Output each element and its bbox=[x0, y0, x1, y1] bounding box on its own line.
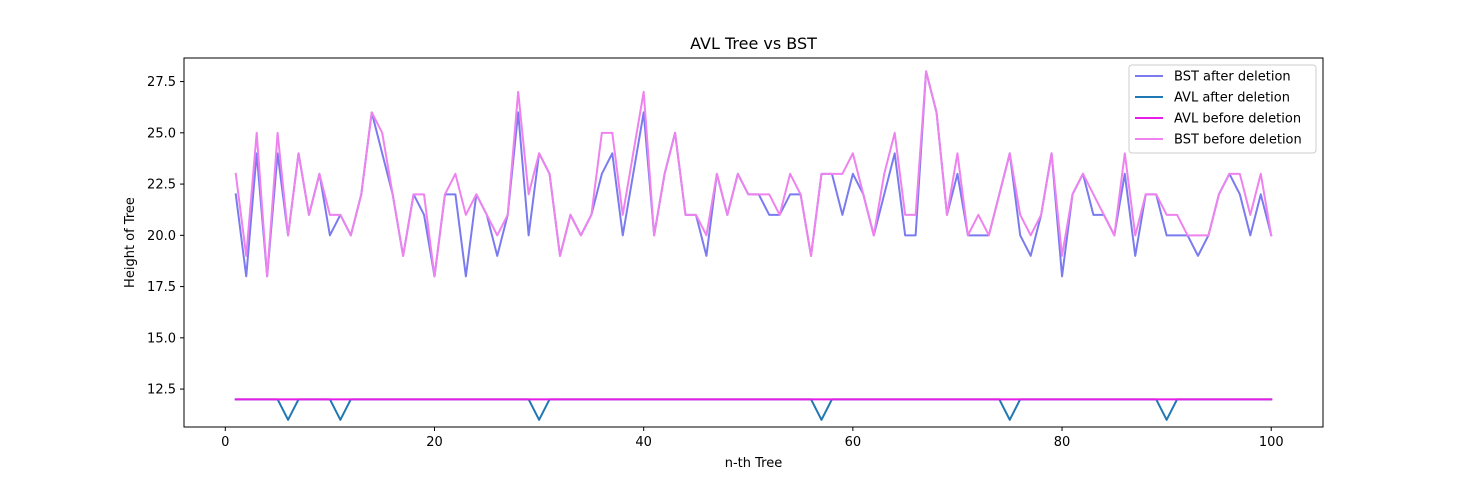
x-tick-label: 20 bbox=[426, 435, 443, 450]
legend-frame bbox=[1128, 64, 1317, 154]
legend: BST after deletion AVL after deletion AVL … bbox=[1128, 64, 1317, 154]
x-tick-label: 100 bbox=[1259, 435, 1284, 450]
y-tick-label: 27.5 bbox=[147, 75, 176, 90]
legend-label: BST before deletion bbox=[1174, 133, 1302, 148]
chart-title: AVL Tree vs BST bbox=[690, 34, 817, 53]
x-tick-label: 40 bbox=[635, 435, 652, 450]
legend-label: AVL before deletion bbox=[1174, 112, 1301, 127]
x-tick-label: 0 bbox=[221, 435, 229, 450]
legend-label: BST after deletion bbox=[1174, 70, 1291, 85]
y-tick-label: 22.5 bbox=[147, 178, 176, 193]
series-layer bbox=[234, 70, 1273, 421]
y-tick-label: 17.5 bbox=[147, 280, 176, 295]
plot-frame bbox=[183, 57, 1324, 428]
y-tick-label: 20.0 bbox=[147, 229, 176, 244]
y-axis: 12.5 15.0 17.5 20.0 22.5 25.0 27.5 bbox=[147, 75, 184, 398]
y-tick-label: 12.5 bbox=[147, 383, 176, 398]
x-axis-label: n-th Tree bbox=[725, 456, 782, 471]
x-tick-label: 60 bbox=[845, 435, 862, 450]
y-tick-label: 15.0 bbox=[147, 331, 176, 346]
series-line-3 bbox=[234, 70, 1273, 278]
x-tick-label: 80 bbox=[1054, 435, 1071, 450]
y-axis-label: Height of Tree bbox=[123, 197, 138, 288]
y-tick-label: 25.0 bbox=[147, 126, 176, 141]
x-axis: 0 20 40 60 80 100 bbox=[221, 427, 1284, 450]
legend-label: AVL after deletion bbox=[1174, 91, 1290, 106]
